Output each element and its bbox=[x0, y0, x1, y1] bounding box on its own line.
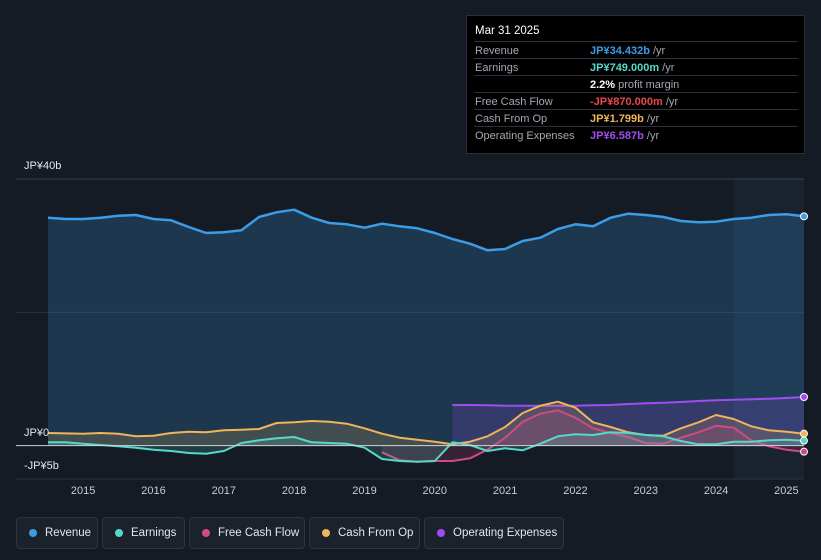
operating-expenses-dot-icon bbox=[437, 529, 445, 537]
tooltip-label: Free Cash Flow bbox=[475, 96, 553, 108]
earnings-area bbox=[48, 432, 804, 462]
tooltip-unit: /yr bbox=[659, 62, 675, 74]
legend-label: Revenue bbox=[45, 527, 92, 539]
tooltip-unit: /yr bbox=[643, 130, 660, 142]
tooltip-value: JP¥749.000m /yr bbox=[590, 62, 674, 74]
tooltip-value-text: -JP¥870.000m bbox=[590, 96, 663, 108]
tooltip-unit: /yr bbox=[649, 45, 666, 57]
revenue-endpoint bbox=[800, 212, 808, 221]
tooltip-value-text: JP¥749.000m bbox=[590, 62, 660, 74]
forecast-highlight-band bbox=[733, 179, 804, 479]
operating-expenses-endpoint bbox=[800, 393, 808, 401]
cash-from-op-endpoint bbox=[800, 429, 808, 438]
x-tick-label: 2015 bbox=[70, 485, 96, 497]
x-tick-label: 2023 bbox=[633, 485, 659, 497]
tooltip-label: Revenue bbox=[475, 45, 520, 57]
legend-label: Operating Expenses bbox=[453, 527, 558, 539]
tooltip-value-text: JP¥1.799b bbox=[590, 113, 644, 125]
free-cash-flow-dot-icon bbox=[202, 529, 210, 537]
free-cash-flow-endpoint bbox=[800, 447, 808, 456]
tooltip-value: 2.2% profit margin bbox=[590, 79, 679, 91]
tooltip-value: JP¥34.432b /yr bbox=[590, 45, 665, 57]
x-tick-label: 2024 bbox=[703, 485, 729, 497]
x-tick-label: 2019 bbox=[352, 485, 377, 497]
tooltip-value: JP¥1.799b /yr bbox=[590, 113, 659, 125]
cash-from-op-line bbox=[47, 400, 805, 446]
legend-item-cash-from-op[interactable]: Cash From Op bbox=[309, 517, 420, 549]
y-axis-top-label: JP¥40b bbox=[24, 160, 62, 172]
tooltip-value: JP¥6.587b /yr bbox=[590, 130, 659, 142]
revenue-line bbox=[47, 208, 805, 252]
legend-item-earnings[interactable]: Earnings bbox=[102, 517, 185, 549]
tooltip-value: -JP¥870.000m /yr bbox=[590, 96, 678, 108]
series-layer bbox=[47, 208, 805, 463]
earnings-line bbox=[48, 431, 805, 463]
x-tick-label: 2020 bbox=[422, 485, 448, 497]
tooltip-unit: /yr bbox=[662, 96, 679, 108]
tooltip-value-text: JP¥34.432b bbox=[590, 45, 650, 57]
tooltip-unit: profit margin bbox=[615, 79, 680, 91]
tooltip-label: Earnings bbox=[475, 62, 519, 74]
tooltip-value-text: JP¥6.587b bbox=[590, 130, 644, 142]
operating-expenses-area bbox=[452, 397, 804, 446]
x-tick-label: 2021 bbox=[492, 485, 518, 497]
revenue-dot-icon bbox=[29, 529, 37, 537]
tooltip-row-cash-from-op: Cash From Op JP¥1.799b /yr bbox=[474, 109, 798, 127]
free-cash-flow-line bbox=[381, 409, 805, 463]
tooltip-row-margin: 2.2% profit margin bbox=[474, 75, 798, 93]
tooltip-value-text: 2.2% bbox=[590, 79, 616, 91]
x-tick-label: 2017 bbox=[211, 485, 237, 497]
legend-label: Free Cash Flow bbox=[218, 527, 300, 539]
legend-label: Earnings bbox=[131, 527, 177, 539]
tooltip-date: Mar 31 2025 bbox=[475, 25, 540, 37]
x-tick-label: 2016 bbox=[141, 485, 166, 497]
tooltip-unit: /yr bbox=[643, 113, 660, 125]
x-tick-label: 2018 bbox=[281, 485, 307, 497]
x-tick-label: 2025 bbox=[774, 485, 799, 497]
y-axis-zero-label: JP¥0 bbox=[24, 427, 50, 439]
tooltip-row-earnings: Earnings JP¥749.000m /yr bbox=[474, 58, 798, 76]
x-tick-label: 2022 bbox=[563, 485, 588, 497]
earnings-dot-icon bbox=[115, 529, 123, 537]
operating-expenses-line bbox=[452, 396, 805, 407]
y-axis-bottom-label: -JP¥5b bbox=[24, 460, 59, 472]
legend-item-operating-expenses[interactable]: Operating Expenses bbox=[424, 517, 564, 549]
revenue-area bbox=[48, 209, 804, 446]
tooltip-label: Cash From Op bbox=[475, 113, 548, 125]
tooltip-row-revenue: Revenue JP¥34.432b /yr bbox=[474, 41, 798, 59]
cash-from-op-dot-icon bbox=[322, 529, 330, 537]
tooltip-row-free-cash-flow: Free Cash Flow -JP¥870.000m /yr bbox=[474, 92, 798, 110]
endpoint-layer bbox=[800, 212, 808, 456]
data-tooltip: Mar 31 2025 Revenue JP¥34.432b /yr Earni… bbox=[466, 15, 805, 154]
legend-label: Cash From Op bbox=[338, 527, 414, 539]
legend-item-revenue[interactable]: Revenue bbox=[16, 517, 98, 549]
tooltip-row-operating-expenses: Operating Expenses JP¥6.587b /yr bbox=[474, 126, 798, 144]
tooltip-label: Operating Expenses bbox=[475, 130, 575, 142]
earnings-endpoint bbox=[800, 436, 808, 445]
legend-item-free-cash-flow[interactable]: Free Cash Flow bbox=[189, 517, 305, 549]
